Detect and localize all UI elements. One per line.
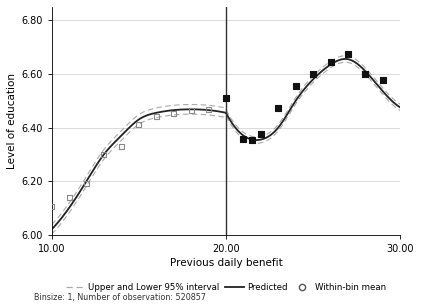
- Point: [327, 60, 334, 64]
- Text: Binsize: 1, Number of observation: 520857: Binsize: 1, Number of observation: 52085…: [34, 293, 206, 302]
- Point: [153, 114, 160, 119]
- Point: [249, 137, 256, 142]
- Y-axis label: Level of education: Level of education: [7, 73, 17, 169]
- Point: [292, 84, 299, 88]
- Point: [275, 106, 282, 111]
- Point: [240, 136, 247, 141]
- Point: [205, 107, 212, 112]
- Legend: Upper and Lower 95% interval, Predicted, Within-bin mean: Upper and Lower 95% interval, Predicted,…: [62, 280, 389, 296]
- Point: [83, 181, 90, 186]
- Point: [345, 51, 352, 56]
- Point: [171, 111, 177, 116]
- Point: [258, 132, 264, 137]
- Point: [188, 108, 195, 112]
- Point: [118, 144, 125, 149]
- Point: [48, 204, 55, 209]
- Point: [223, 96, 229, 101]
- Point: [66, 195, 72, 200]
- Point: [101, 152, 107, 157]
- Point: [136, 123, 142, 127]
- Point: [362, 71, 369, 76]
- Point: [379, 78, 386, 82]
- X-axis label: Previous daily benefit: Previous daily benefit: [170, 258, 282, 268]
- Point: [310, 71, 317, 76]
